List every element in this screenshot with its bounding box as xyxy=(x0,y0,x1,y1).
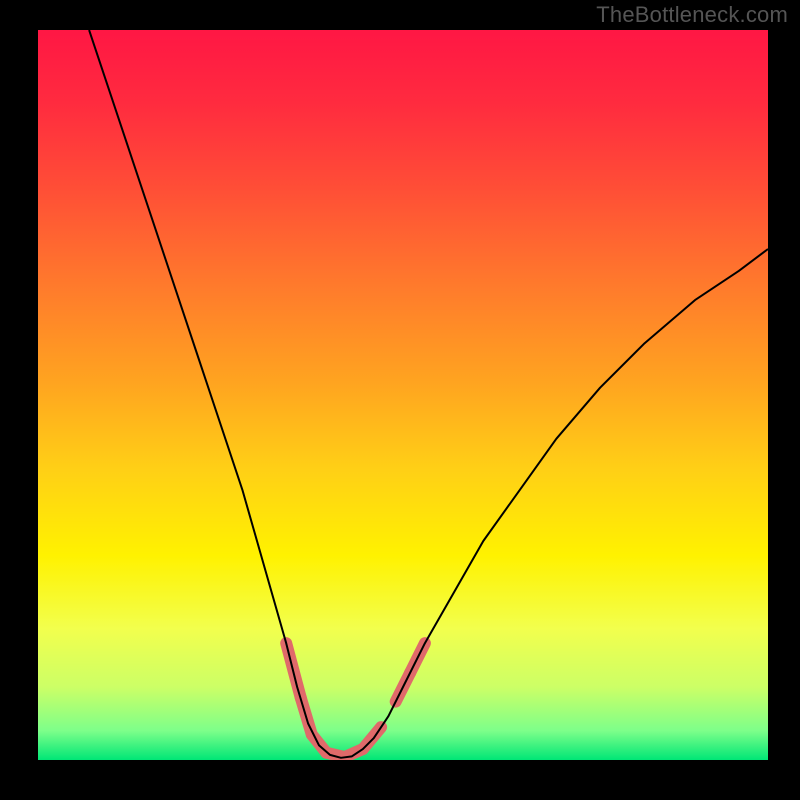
gradient-background xyxy=(38,30,768,760)
bottleneck-curve-plot xyxy=(38,30,768,760)
plot-svg xyxy=(38,30,768,760)
figure-root: TheBottleneck.com xyxy=(0,0,800,800)
watermark-text: TheBottleneck.com xyxy=(596,2,788,28)
